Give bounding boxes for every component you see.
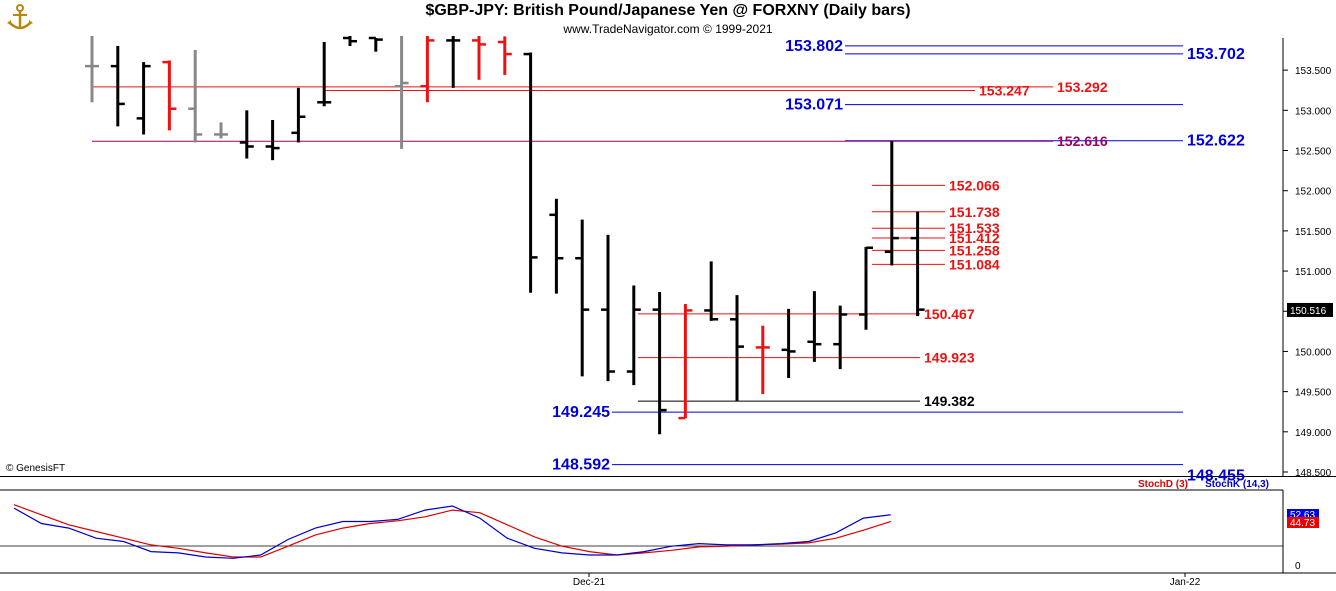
level-label: 149.923 bbox=[924, 350, 975, 366]
ohlc-bar bbox=[781, 308, 796, 378]
ohlc-bar bbox=[755, 325, 770, 395]
ohlc-bar bbox=[833, 305, 848, 370]
level-label: 153.247 bbox=[979, 82, 1030, 98]
ohlc-bar bbox=[652, 291, 667, 435]
ohlc-bar bbox=[884, 140, 899, 266]
chart-subtitle: www.TradeNavigator.com © 1999-2021 bbox=[563, 22, 773, 36]
ohlc-bar bbox=[807, 291, 822, 362]
x-tick-label: Dec-21 bbox=[573, 577, 606, 588]
ohlc-bar bbox=[626, 285, 641, 386]
stoch-d-value: 44.73 bbox=[1290, 518, 1315, 529]
y-tick-label: 151.000 bbox=[1295, 267, 1332, 278]
ohlc-bar bbox=[188, 50, 203, 143]
stoch-k-value: 52.63 bbox=[1290, 510, 1315, 521]
anchor-icon bbox=[7, 4, 33, 30]
ohlc-bar bbox=[394, 36, 409, 149]
last-price-box bbox=[1287, 302, 1333, 317]
ohlc-bar bbox=[730, 295, 744, 402]
level-label: 150.467 bbox=[924, 306, 975, 322]
ohlc-bar bbox=[472, 36, 486, 80]
ohlc-bar bbox=[136, 62, 151, 135]
legend-stoch-d: StochD (3) bbox=[1138, 479, 1188, 490]
level-label: 151.084 bbox=[949, 256, 1000, 272]
level-label: 149.382 bbox=[924, 393, 975, 409]
ohlc-bar bbox=[446, 36, 461, 88]
level-label: 153.071 bbox=[785, 97, 843, 114]
level-label: 151.738 bbox=[949, 204, 1000, 220]
y-tick-label: 149.500 bbox=[1295, 388, 1332, 399]
last-price-label: 150.516 bbox=[1290, 306, 1327, 317]
stoch-y-tick-label: 0 bbox=[1295, 561, 1301, 572]
ohlc-bar bbox=[859, 246, 873, 330]
ohlc-bar bbox=[110, 46, 125, 127]
ohlc-bar bbox=[549, 198, 564, 294]
ohlc-bar bbox=[523, 52, 538, 293]
ohlc-bar bbox=[910, 211, 925, 317]
level-label: 148.592 bbox=[552, 457, 610, 474]
y-tick-label: 152.500 bbox=[1295, 147, 1332, 158]
ohlc-bar bbox=[85, 36, 99, 103]
y-tick-label: 148.500 bbox=[1295, 468, 1332, 479]
y-tick-label: 149.000 bbox=[1295, 428, 1332, 439]
chart-title: $GBP-JPY: British Pound/Japanese Yen @ F… bbox=[425, 2, 911, 19]
level-label: 152.066 bbox=[949, 177, 1000, 193]
level-label: 149.245 bbox=[552, 404, 610, 421]
level-label: 153.292 bbox=[1057, 79, 1108, 95]
level-label: 151.258 bbox=[949, 242, 1000, 258]
ohlc-bar bbox=[420, 36, 435, 103]
ohlc-bar bbox=[162, 60, 177, 131]
stoch-k-value-box bbox=[1287, 509, 1319, 520]
y-tick-label: 150.000 bbox=[1295, 347, 1332, 358]
level-label: 152.616 bbox=[1057, 133, 1108, 149]
y-tick-label: 151.500 bbox=[1295, 227, 1332, 238]
ohlc-bar bbox=[575, 219, 590, 377]
stoch-d-value-box bbox=[1287, 517, 1319, 528]
ohlc-bar bbox=[704, 261, 719, 321]
ohlc-bar bbox=[497, 36, 512, 75]
ohlc-bar bbox=[343, 36, 357, 47]
level-label: 153.702 bbox=[1187, 46, 1245, 63]
y-tick-label: 152.000 bbox=[1295, 187, 1332, 198]
stoch-k-line bbox=[13, 505, 891, 559]
x-tick-label: Jan-22 bbox=[1170, 577, 1201, 588]
ohlc-bar bbox=[265, 119, 280, 161]
data-credit: © GenesisFT bbox=[6, 463, 66, 474]
legend-stoch-k: StochK (14,3) bbox=[1205, 479, 1269, 490]
ohlc-bar bbox=[368, 36, 383, 52]
y-tick-label: 153.500 bbox=[1295, 66, 1332, 77]
ohlc-bar bbox=[317, 42, 332, 107]
ohlc-bar bbox=[678, 304, 693, 420]
level-label: 153.802 bbox=[785, 38, 843, 55]
ohlc-bar bbox=[239, 110, 254, 159]
level-label: 148.455 bbox=[1187, 468, 1245, 485]
y-tick-label: 153.000 bbox=[1295, 106, 1332, 117]
ohlc-bar bbox=[291, 87, 306, 143]
level-label: 151.412 bbox=[949, 230, 1000, 246]
ohlc-bar bbox=[214, 122, 228, 139]
ohlc-bar bbox=[601, 234, 615, 382]
level-label: 152.622 bbox=[1187, 133, 1245, 150]
level-label: 151.533 bbox=[949, 220, 1000, 236]
